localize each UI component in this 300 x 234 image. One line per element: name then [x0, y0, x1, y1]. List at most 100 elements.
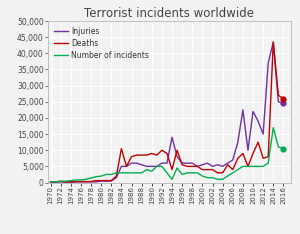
Injuries	[175, 155, 179, 158]
Injuries	[69, 181, 73, 184]
Number of incidents	[185, 172, 189, 174]
Deaths	[256, 141, 260, 143]
Injuries	[94, 180, 98, 183]
Number of incidents	[59, 180, 62, 183]
Deaths	[211, 168, 214, 171]
Number of incidents	[165, 172, 169, 174]
Injuries	[140, 163, 143, 166]
Number of incidents	[277, 146, 280, 148]
Deaths	[84, 180, 88, 183]
Number of incidents	[120, 172, 123, 174]
Number of incidents	[140, 172, 143, 174]
Number of incidents	[64, 180, 68, 183]
Number of incidents	[211, 176, 214, 179]
Injuries	[272, 41, 275, 44]
Number of incidents	[246, 165, 250, 168]
Injuries	[120, 165, 123, 168]
Injuries	[266, 62, 270, 64]
Injuries	[282, 102, 285, 105]
Injuries	[201, 163, 204, 166]
Number of incidents	[49, 180, 52, 183]
Deaths	[266, 155, 270, 158]
Number of incidents	[180, 173, 184, 176]
Number of incidents	[130, 172, 133, 174]
Deaths	[104, 179, 108, 182]
Deaths	[221, 172, 224, 174]
Deaths	[180, 163, 184, 166]
Injuries	[180, 162, 184, 165]
Injuries	[74, 180, 78, 183]
Number of incidents	[206, 176, 209, 179]
Injuries	[231, 158, 235, 161]
Injuries	[145, 165, 148, 168]
Injuries	[64, 181, 68, 184]
Injuries	[155, 165, 159, 168]
Number of incidents	[261, 165, 265, 168]
Deaths	[69, 180, 73, 183]
Number of incidents	[190, 172, 194, 174]
Injuries	[115, 176, 118, 179]
Number of incidents	[236, 168, 240, 171]
Deaths	[236, 157, 240, 160]
Injuries	[135, 162, 138, 165]
Deaths	[74, 180, 78, 183]
Number of incidents	[160, 165, 164, 168]
Number of incidents	[272, 126, 275, 129]
Deaths	[94, 179, 98, 182]
Deaths	[165, 152, 169, 155]
Injuries	[221, 165, 224, 168]
Deaths	[246, 165, 250, 168]
Number of incidents	[226, 175, 230, 177]
Deaths	[190, 165, 194, 168]
Line: Injuries: Injuries	[50, 42, 284, 182]
Deaths	[216, 172, 219, 174]
Number of incidents	[145, 168, 148, 171]
Injuries	[261, 133, 265, 135]
Deaths	[155, 154, 159, 157]
Line: Number of incidents: Number of incidents	[50, 128, 284, 182]
Deaths	[125, 165, 128, 168]
Number of incidents	[231, 172, 235, 174]
Deaths	[79, 180, 83, 183]
Number of incidents	[74, 179, 78, 181]
Number of incidents	[89, 177, 93, 179]
Deaths	[231, 168, 235, 171]
Injuries	[99, 179, 103, 182]
Number of incidents	[175, 167, 179, 169]
Deaths	[99, 179, 103, 182]
Number of incidents	[251, 165, 255, 168]
Number of incidents	[99, 175, 103, 177]
Number of incidents	[115, 172, 118, 174]
Injuries	[84, 180, 88, 183]
Injuries	[246, 149, 250, 152]
Number of incidents	[135, 172, 138, 174]
Deaths	[272, 41, 275, 44]
Injuries	[226, 162, 230, 165]
Deaths	[185, 165, 189, 168]
Number of incidents	[110, 173, 113, 176]
Number of incidents	[69, 179, 73, 182]
Deaths	[59, 180, 62, 183]
Deaths	[277, 94, 280, 97]
Injuries	[256, 120, 260, 123]
Injuries	[59, 180, 62, 183]
Injuries	[185, 162, 189, 165]
Deaths	[49, 180, 52, 183]
Number of incidents	[201, 175, 204, 177]
Deaths	[251, 152, 255, 155]
Injuries	[190, 162, 194, 165]
Injuries	[104, 180, 108, 183]
Deaths	[54, 180, 57, 183]
Injuries	[89, 180, 93, 183]
Injuries	[277, 100, 280, 103]
Injuries	[110, 179, 113, 182]
Deaths	[89, 180, 93, 183]
Number of incidents	[282, 147, 285, 150]
Number of incidents	[196, 172, 199, 174]
Deaths	[282, 97, 285, 100]
Deaths	[201, 168, 204, 171]
Injuries	[165, 162, 169, 165]
Line: Deaths: Deaths	[50, 42, 284, 182]
Deaths	[140, 154, 143, 157]
Deaths	[170, 168, 174, 171]
